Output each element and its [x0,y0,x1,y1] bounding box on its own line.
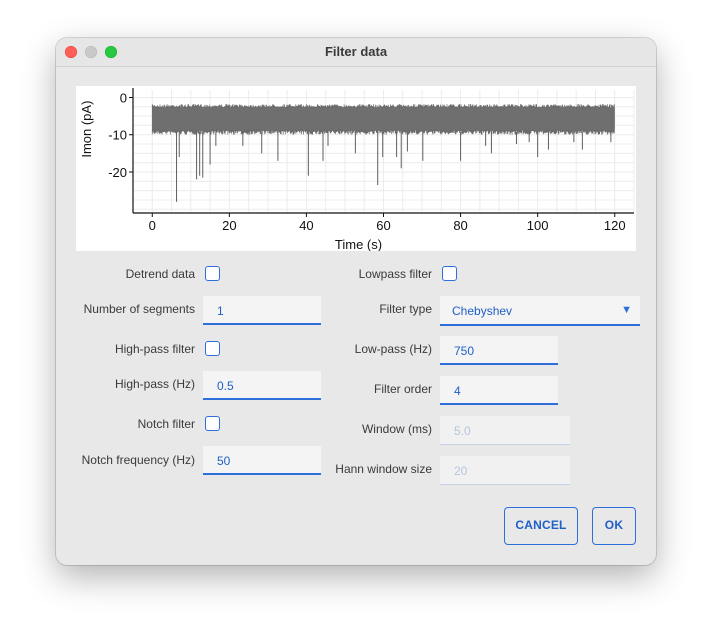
highpass-input[interactable]: 0.5 [203,371,321,400]
signal-plot: 0 20 40 60 80 100 120 0 -10 -20 Time (s) Imon (pA) [76,86,636,251]
highpass-label: High-pass (Hz) [114,377,195,391]
minimize-window-icon[interactable] [85,46,97,58]
close-window-icon[interactable] [65,46,77,58]
window-ms-input: 5.0 [440,416,570,445]
filter-data-dialog: Filter data 0 20 40 60 80 100 120 0 -10 -20 Time (… [56,38,656,565]
title-bar: Filter data [56,38,656,67]
x-tick-label: 40 [299,218,313,233]
x-tick-label: 100 [527,218,549,233]
x-tick-label: 20 [222,218,236,233]
zoom-window-icon[interactable] [105,46,117,58]
filter-type-value: Chebyshev [452,304,513,318]
window-ms-label: Window (ms) [361,422,432,436]
cancel-button[interactable]: CANCEL [504,507,578,545]
y-tick-label: -20 [108,165,127,180]
signal-chart: 0 20 40 60 80 100 120 0 -10 -20 Time (s) Imon (pA) [79,88,635,251]
segments-label: Number of segments [83,302,195,316]
lowpass-label: Low-pass (Hz) [354,342,432,356]
filter-type-select[interactable]: Chebyshev ▼ [440,296,640,326]
filter-order-label: Filter order [373,382,432,396]
notch-frequency-input[interactable]: 50 [203,446,321,475]
ok-button[interactable]: OK [592,507,636,545]
x-tick-label: 60 [376,218,390,233]
detrend-label: Detrend data [125,267,195,281]
hann-window-input: 20 [440,456,570,485]
hann-window-label: Hann window size [335,462,432,476]
lowpass-filter-label: Lowpass filter [358,267,432,281]
trace-band-core [152,107,615,130]
y-tick-label: -10 [108,128,127,143]
highpass-filter-label: High-pass filter [114,342,195,356]
lowpass-filter-checkbox[interactable] [442,266,457,281]
dropdown-arrow-icon[interactable]: ▼ [621,304,632,316]
x-axis-label: Time (s) [335,237,382,251]
notch-filter-checkbox[interactable] [205,416,220,431]
window-title: Filter data [324,44,388,59]
x-tick-label: 80 [453,218,467,233]
y-tick-label: 0 [120,90,127,105]
segments-input[interactable]: 1 [203,296,321,325]
filter-order-input[interactable]: 4 [440,376,558,405]
notch-filter-label: Notch filter [137,417,195,431]
notch-frequency-label: Notch frequency (Hz) [81,453,195,467]
highpass-filter-checkbox[interactable] [205,341,220,356]
y-axis-label: Imon (pA) [79,101,94,158]
x-tick-label: 120 [604,218,626,233]
detrend-checkbox[interactable] [205,266,220,281]
lowpass-input[interactable]: 750 [440,336,558,365]
x-tick-label: 0 [149,218,156,233]
filter-type-label: Filter type [379,302,432,316]
